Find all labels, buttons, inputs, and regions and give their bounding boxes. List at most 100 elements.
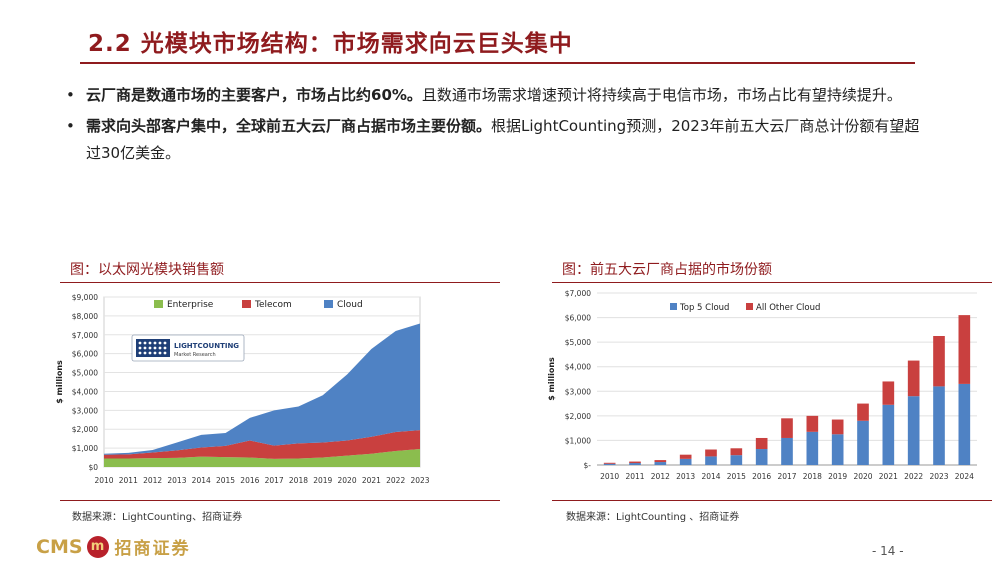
y-tick-label: $4,000 <box>72 387 98 396</box>
x-tick-label: 2020 <box>338 476 357 485</box>
area-series-enterprise <box>104 449 420 467</box>
bullet-bold-text: 需求向头部客户集中，全球前五大云厂商占据市场主要份额。 <box>86 117 492 135</box>
x-tick-label: 2011 <box>625 472 644 481</box>
cloud-share-bar-chart: $- $1,000 $2,000 $3,000 $4,000 $5,000 $6,000 $7… <box>547 289 977 481</box>
bar-top5-cloud <box>603 463 616 465</box>
cms-logo: CMS m 招商证券 <box>36 534 191 559</box>
bar-all-other-cloud <box>705 449 717 457</box>
bar-top5-cloud <box>705 456 717 465</box>
x-tick-label: 2013 <box>676 472 695 481</box>
right-source-note: 数据来源：LightCounting 、招商证券 <box>566 512 740 523</box>
x-tick-label: 2021 <box>362 476 381 485</box>
bullet-list: • 云厂商是数通市场的主要客户，市场占比约60%。且数通市场需求增速预计将持续高… <box>66 82 926 171</box>
left-figure-caption: 图：以太网光模块销售额 <box>70 262 224 278</box>
x-tick-label: 2010 <box>94 476 113 485</box>
bullet-text: 根据LightCounting预测，2023年前五大云厂商总计份额有望超过30亿… <box>86 117 920 162</box>
y-tick-label: $8,000 <box>72 312 98 321</box>
bar-all-other-cloud <box>679 454 692 459</box>
x-tick-label: 2018 <box>803 472 822 481</box>
y-tick-label: $6,000 <box>565 314 591 323</box>
x-tick-label: 2017 <box>265 476 284 485</box>
bar-top5-cloud <box>831 434 844 465</box>
page-number: - 14 - <box>872 544 904 558</box>
legend-label: Cloud <box>337 300 363 310</box>
bullet-item: • 云厂商是数通市场的主要客户，市场占比约60%。且数通市场需求增速预计将持续高… <box>66 82 926 109</box>
cms-brand-text: CMS <box>36 535 83 558</box>
bar-all-other-cloud <box>781 418 793 438</box>
bar-all-other-cloud <box>933 336 945 387</box>
y-tick-label: $1,000 <box>565 436 591 445</box>
x-tick-label: 2023 <box>929 472 948 481</box>
x-tick-label: 2016 <box>752 472 771 481</box>
bar-top5-cloud <box>730 455 743 465</box>
bar-all-other-cloud <box>629 461 641 464</box>
legend-label: Top 5 Cloud <box>679 303 729 313</box>
x-tick-label: 2011 <box>119 476 138 485</box>
legend-swatch <box>242 300 251 308</box>
bar-all-other-cloud <box>831 419 844 435</box>
x-tick-label: 2021 <box>879 472 898 481</box>
x-tick-label: 2014 <box>192 476 211 485</box>
area-series-telecom <box>104 430 420 459</box>
top5-cloud-share-chart: $- $1,000 $2,000 $3,000 $4,000 $5,000 $6,000 $7… <box>540 285 980 495</box>
bar-top5-cloud <box>755 449 768 465</box>
x-tick-label: 2014 <box>701 472 720 481</box>
x-tick-label: 2015 <box>727 472 746 481</box>
left-caption-divider <box>60 282 500 283</box>
y-tick-label: $6,000 <box>72 350 98 359</box>
bar-all-other-cloud <box>755 437 768 450</box>
legend-label: All Other Cloud <box>756 303 820 313</box>
y-tick-label: $5,000 <box>72 369 98 378</box>
y-tick-label: $1,000 <box>72 444 98 453</box>
x-tick-label: 2019 <box>828 472 847 481</box>
bar-all-other-cloud <box>882 381 895 405</box>
bar-all-other-cloud <box>654 460 667 463</box>
bar-all-other-cloud <box>857 403 869 421</box>
x-tick-label: 2024 <box>955 472 974 481</box>
y-tick-label: $4,000 <box>565 363 591 372</box>
y-tick-label: $0 <box>88 463 98 472</box>
legend-label: Telecom <box>254 300 292 310</box>
x-tick-label: 2012 <box>143 476 162 485</box>
right-caption-divider <box>552 282 992 283</box>
bar-all-other-cloud <box>730 448 743 456</box>
cms-emblem-icon: m <box>86 535 109 558</box>
bar-all-other-cloud <box>603 462 616 464</box>
bar-all-other-cloud <box>907 360 920 397</box>
bar-top5-cloud <box>781 437 793 465</box>
x-tick-label: 2022 <box>386 476 405 485</box>
bar-top5-cloud <box>958 383 971 465</box>
y-axis-title: $ millions <box>547 357 556 401</box>
cms-brand-cn: 招商证券 <box>114 539 191 559</box>
x-tick-label: 2020 <box>853 472 872 481</box>
bullet-item: • 需求向头部客户集中，全球前五大云厂商占据市场主要份额。根据LightCoun… <box>66 113 926 167</box>
right-source-divider <box>552 500 992 501</box>
x-tick-label: 2022 <box>904 472 923 481</box>
y-tick-label: $9,000 <box>72 293 98 302</box>
x-tick-label: 2015 <box>216 476 235 485</box>
legend-swatch <box>324 300 333 308</box>
bar-top5-cloud <box>679 458 692 465</box>
bar-top5-cloud <box>629 463 641 465</box>
x-tick-label: 2023 <box>410 476 429 485</box>
bar-top5-cloud <box>933 386 945 465</box>
x-tick-label: 2012 <box>651 472 670 481</box>
ethernet-module-sales-chart: $0 $1,000 $2,000 $3,000 $4,000 $5,000 $6,000 $7… <box>48 285 433 495</box>
bullet-bold-text: 云厂商是数通市场的主要客户，市场占比约60%。 <box>86 86 422 104</box>
bar-top5-cloud <box>654 462 667 465</box>
bar-top5-cloud <box>882 404 895 465</box>
ethernet-sales-area-chart: $0 $1,000 $2,000 $3,000 $4,000 $5,000 $6,000 $7… <box>55 293 430 485</box>
left-source-note: 数据来源：LightCounting、招商证券 <box>72 512 243 523</box>
legend-label: Enterprise <box>167 300 214 310</box>
y-tick-label: $- <box>584 461 592 470</box>
y-tick-label: $3,000 <box>565 387 591 396</box>
x-tick-label: 2010 <box>600 472 619 481</box>
legend-swatch <box>154 300 163 308</box>
x-tick-label: 2018 <box>289 476 308 485</box>
bar-all-other-cloud <box>806 415 819 432</box>
area-series-cloud <box>104 323 420 455</box>
left-source-divider <box>60 500 500 501</box>
bullet-text: 且数通市场需求增速预计将持续高于电信市场，市场占比有望持续提升。 <box>421 86 902 104</box>
x-tick-label: 2013 <box>167 476 186 485</box>
legend-swatch <box>670 303 677 310</box>
